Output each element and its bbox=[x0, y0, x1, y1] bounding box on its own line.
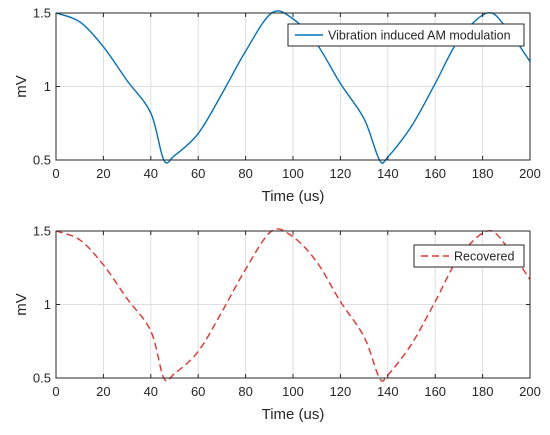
x-tick-label: 180 bbox=[472, 384, 494, 399]
y-tick-label: 1 bbox=[44, 297, 51, 312]
series-line bbox=[55, 228, 531, 383]
x-tick-label: 200 bbox=[519, 384, 541, 399]
x-tick-label: 0 bbox=[52, 166, 59, 181]
legend-box bbox=[413, 244, 525, 268]
y-tick-label: 1.5 bbox=[33, 224, 51, 239]
y-axis-label: mV bbox=[13, 75, 30, 98]
x-tick-label: 120 bbox=[330, 384, 352, 399]
y-tick-label: 0.5 bbox=[33, 371, 51, 386]
x-tick-label: 80 bbox=[238, 166, 252, 181]
x-tick-label: 100 bbox=[282, 384, 304, 399]
x-tick-label: 60 bbox=[191, 384, 205, 399]
chart-panel-1: 0 20 40 60 80 100 120 140 160 180 200 0.5 1 1.5 Time (… bbox=[13, 6, 541, 206]
legend-label: Vibration induced AM modulation bbox=[328, 29, 511, 43]
x-tick-label: 120 bbox=[330, 166, 352, 181]
y-axis-label: mV bbox=[13, 293, 30, 316]
legend-label: Recovered bbox=[454, 250, 514, 264]
x-tick-label: 20 bbox=[96, 384, 110, 399]
x-tick-label: 140 bbox=[377, 384, 399, 399]
x-tick-label: 160 bbox=[424, 384, 446, 399]
x-tick-label: 140 bbox=[377, 166, 399, 181]
legend-box bbox=[287, 23, 525, 47]
x-tick-label: 180 bbox=[472, 166, 494, 181]
series-line bbox=[55, 10, 531, 165]
x-tick-label: 200 bbox=[519, 166, 541, 181]
x-tick-label: 60 bbox=[191, 166, 205, 181]
y-tick-label: 1 bbox=[44, 79, 51, 94]
chart-panel-2: 0 20 40 60 80 100 120 140 160 180 200 0.5 1 1.5 Time (… bbox=[13, 224, 541, 424]
x-tick-label: 20 bbox=[96, 166, 110, 181]
legend: Recovered bbox=[413, 244, 525, 268]
x-axis-label: Time (us) bbox=[262, 406, 325, 423]
x-tick-label: 100 bbox=[282, 166, 304, 181]
x-tick-label: 160 bbox=[424, 166, 446, 181]
y-tick-label: 0.5 bbox=[33, 153, 51, 168]
x-axis-label: Time (us) bbox=[262, 188, 325, 205]
x-tick-label: 80 bbox=[238, 384, 252, 399]
x-tick-label: 0 bbox=[52, 384, 59, 399]
y-tick-label: 1.5 bbox=[33, 6, 51, 21]
x-tick-label: 40 bbox=[144, 384, 158, 399]
legend: Vibration induced AM modulation bbox=[287, 23, 525, 47]
x-tick-label: 40 bbox=[144, 166, 158, 181]
